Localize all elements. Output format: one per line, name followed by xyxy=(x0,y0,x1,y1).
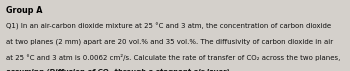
Text: at two planes (2 mm) apart are 20 vol.% and 35 vol.%. The diffusivity of carbon : at two planes (2 mm) apart are 20 vol.% … xyxy=(6,38,333,45)
Text: assuming (Diffusion of CO₂ through a stagnant air layer).: assuming (Diffusion of CO₂ through a sta… xyxy=(6,69,232,71)
Text: at 25 °C and 3 atm is 0.0062 cm²/s. Calculate the rate of transfer of CO₂ across: at 25 °C and 3 atm is 0.0062 cm²/s. Calc… xyxy=(6,54,340,61)
Text: Q1) In an air-carbon dioxide mixture at 25 °C and 3 atm, the concentration of ca: Q1) In an air-carbon dioxide mixture at … xyxy=(6,23,331,30)
Text: Group A: Group A xyxy=(6,6,42,15)
